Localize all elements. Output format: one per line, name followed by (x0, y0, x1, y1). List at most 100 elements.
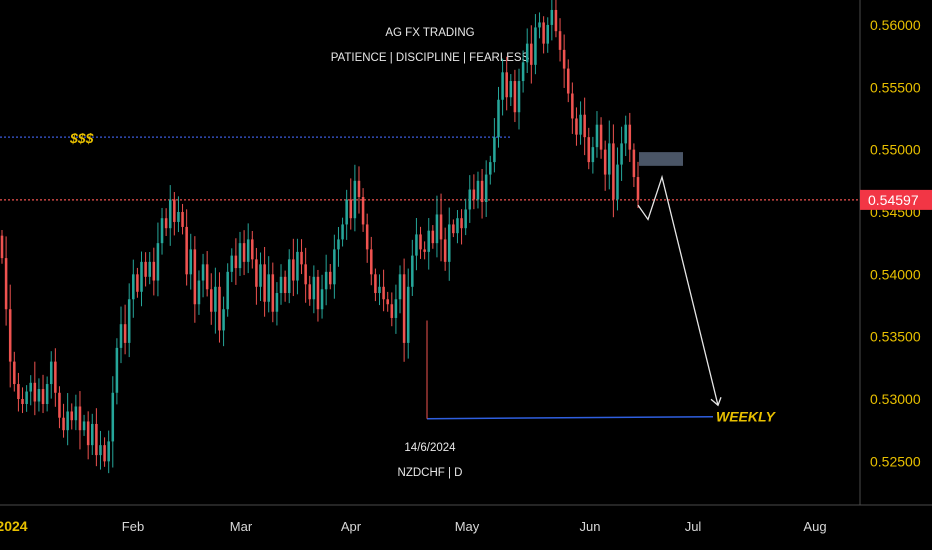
x-tick-label: 2024 (0, 518, 28, 534)
candle-body (599, 124, 603, 150)
candle-body (464, 209, 467, 229)
candle-body (402, 274, 406, 343)
candle-body (521, 62, 525, 82)
candle-body (632, 149, 636, 178)
current-price-tag-text: 0.54597 (868, 192, 919, 208)
candle-body (431, 230, 435, 244)
candle-body (382, 286, 385, 300)
candle-body (41, 389, 45, 404)
supply-zone (639, 152, 683, 166)
candle-body (140, 261, 143, 292)
liquidity-label: $$$ (69, 130, 94, 146)
candle-body (349, 199, 353, 219)
candles (0, 0, 640, 474)
candle-body (579, 114, 582, 135)
candle-body (62, 417, 65, 431)
candle-body (70, 411, 74, 421)
candle-body (562, 49, 566, 69)
projection-path (637, 174, 719, 406)
candle-body (226, 271, 229, 310)
candle-body (550, 9, 554, 25)
candle-body (603, 149, 607, 175)
candle-body (328, 271, 332, 285)
projection-arrow-head (710, 397, 722, 407)
candle-body (612, 143, 615, 200)
x-tick-label: Aug (803, 519, 826, 534)
candle-body (197, 280, 201, 305)
candle-body (357, 180, 361, 198)
candle-body (13, 361, 16, 385)
candle-body (103, 445, 106, 462)
candle-body (468, 189, 472, 210)
candle-body (616, 164, 619, 200)
candle-body (296, 251, 299, 281)
candle-body (628, 124, 632, 150)
current-price-tag (860, 189, 932, 210)
candle-body (595, 124, 599, 148)
candle-body (107, 441, 110, 462)
candle-body (571, 93, 574, 119)
candle-body (365, 224, 369, 250)
candle-body (115, 347, 119, 393)
candle-body (419, 234, 422, 250)
y-tick-label: 0.55000 (870, 142, 921, 158)
candle-body (443, 239, 447, 262)
candle-body (218, 286, 221, 331)
candle-body (25, 391, 28, 404)
candle-body (472, 189, 476, 200)
y-tick-label: 0.53500 (870, 329, 921, 345)
candle-body (168, 199, 172, 229)
candle-body (427, 230, 431, 252)
candle-body (554, 9, 558, 32)
date-label: 14/6/2024 (404, 442, 456, 454)
candle-body (530, 43, 533, 65)
candle-body (193, 249, 197, 305)
candle-body (591, 147, 595, 163)
candle-body (234, 255, 238, 269)
candle-body (353, 180, 357, 219)
y-tick-label: 0.54000 (870, 266, 921, 282)
candle-body (287, 259, 291, 294)
candle-body (21, 399, 24, 404)
candle-body (292, 259, 295, 281)
candle-body (300, 251, 303, 265)
candle-body (345, 199, 348, 225)
candle-body (251, 239, 254, 260)
candle-body (177, 211, 180, 222)
candle-body (304, 264, 307, 285)
candle-body (189, 249, 193, 275)
candle-body (148, 261, 151, 277)
candle-body (333, 249, 336, 285)
candle-body (513, 81, 517, 113)
x-tick-label: Feb (122, 519, 144, 534)
candle-body (66, 411, 69, 431)
candle-body (136, 274, 139, 292)
watermark-title: AG FX TRADING (385, 27, 474, 39)
candle-body (460, 218, 463, 229)
candle-body (267, 274, 270, 302)
candle-body (497, 99, 500, 138)
candle-body (17, 384, 20, 400)
candle-body (370, 249, 373, 275)
x-axis: 2024 Feb Mar Apr May Jun Jul Aug (0, 518, 827, 534)
candle-body (374, 274, 377, 294)
candle-body (406, 286, 410, 343)
candle-body (144, 261, 147, 277)
x-tick-label: Apr (341, 519, 362, 534)
candle-body (45, 384, 49, 404)
candle-body (452, 224, 455, 234)
target-label: WEEKLY (716, 409, 777, 425)
candle-body (95, 423, 98, 456)
candle-body (517, 81, 521, 113)
x-tick-label: May (455, 519, 480, 534)
candle-body (29, 382, 32, 392)
candle-body (201, 264, 205, 281)
candle-body (263, 264, 266, 302)
candle-body (493, 137, 496, 163)
candle-body (538, 22, 541, 28)
candle-body (386, 299, 389, 305)
candle-body (214, 286, 217, 312)
candle-body (82, 421, 86, 431)
